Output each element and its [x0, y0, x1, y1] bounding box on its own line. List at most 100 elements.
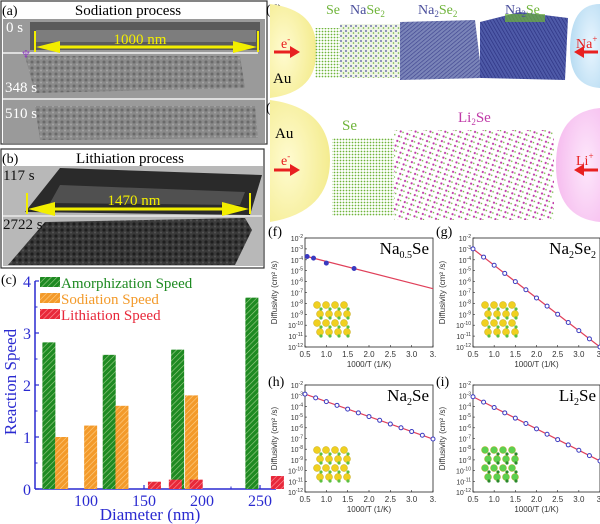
atom	[484, 328, 492, 336]
chart-title: Li2Se	[559, 386, 596, 408]
panel-label: (g)	[436, 225, 453, 240]
panel-b-label: (b)	[2, 152, 19, 167]
panel-a-label: (a)	[2, 4, 18, 19]
x-tick-label: 1.5	[510, 495, 522, 504]
atom	[316, 310, 324, 318]
atom	[484, 473, 492, 481]
x-tick-label: 100	[74, 493, 98, 510]
atom	[487, 325, 491, 329]
atom	[493, 473, 501, 481]
atom	[340, 464, 348, 472]
atom	[337, 461, 341, 465]
phase-label-se: Se	[342, 118, 357, 134]
scale-bar-1000nm: 1000 nm	[34, 31, 259, 53]
crystal-structure-inset	[313, 446, 351, 483]
x-tick-label: 3.0	[573, 350, 585, 359]
atom	[496, 470, 500, 474]
data-point	[544, 303, 550, 309]
y-tick-label: 10-2	[291, 381, 303, 390]
atom	[493, 328, 501, 336]
atom	[481, 464, 489, 472]
phase-se: Se	[526, 3, 540, 18]
au-label: Au	[275, 126, 294, 142]
data-point	[323, 260, 329, 266]
subscript: 2	[521, 9, 526, 19]
atom	[511, 310, 519, 318]
x-axis-label: Diameter (nm)	[100, 505, 201, 524]
atom	[313, 319, 321, 327]
atom	[484, 310, 492, 318]
y-tick-label: 3	[23, 326, 31, 343]
phase-label-li2se: Li2Se	[458, 110, 491, 127]
x-tick-label: 0.5	[467, 495, 479, 504]
electron: e	[281, 37, 287, 52]
panel-g-diffusivity-chart: (g) 10-12 10-11 10-10 10-9 10-810-7 10-6 10-5 10…	[436, 225, 600, 369]
phase-label-na2se: Na2Se	[505, 3, 540, 19]
y-tick-label: 10-9	[459, 456, 471, 465]
atom	[502, 310, 510, 318]
y-tick-label: 10-5	[459, 267, 471, 276]
panel-a-title: Sodiation process	[75, 3, 181, 19]
atom	[496, 316, 500, 320]
x-tick-label: 2.5	[385, 350, 397, 359]
atom	[346, 307, 350, 311]
data-point	[523, 421, 529, 427]
y-tick-label: 10-3	[291, 392, 303, 401]
x-tick-label: 3.0	[406, 350, 418, 359]
atom	[499, 446, 507, 454]
subscript: 2	[471, 117, 476, 127]
atom	[331, 446, 339, 454]
y-tick-label: 10-5	[291, 413, 303, 422]
phase-na: Na	[505, 3, 522, 18]
legend-swatch	[40, 293, 60, 303]
atom	[325, 328, 333, 336]
atom	[346, 334, 350, 338]
x-tick-label: 2.0	[531, 495, 543, 504]
atom	[508, 446, 516, 454]
panel-b-lithiation-tem: (b) Lithiation process 117 s 2722 s 1470…	[0, 148, 265, 269]
panel-e-lithiation-schematic: (e) Se Li2Se Au e- Li+	[266, 100, 600, 222]
superscript: +	[588, 151, 593, 161]
atom	[487, 307, 491, 311]
atom	[505, 316, 509, 320]
atom	[340, 319, 348, 327]
y-tick-label: 10-12	[288, 343, 303, 352]
data-point	[491, 404, 497, 410]
phase-se: Se	[439, 3, 453, 18]
fit-line	[304, 255, 434, 290]
atom	[337, 316, 341, 320]
y-tick-label: 10-9	[459, 310, 471, 319]
bar-lithiation-speed	[168, 479, 182, 489]
atom	[319, 461, 323, 465]
x-tick-label: 2.5	[552, 350, 564, 359]
atom	[487, 334, 491, 338]
atom	[313, 301, 321, 309]
atom	[316, 328, 324, 336]
atom	[493, 455, 501, 463]
atom	[325, 473, 333, 481]
atom	[322, 301, 330, 309]
y-tick-label: 10-2	[459, 381, 471, 390]
atom	[337, 452, 341, 456]
data-point	[586, 453, 592, 459]
atom	[331, 464, 339, 472]
atom	[343, 310, 351, 318]
data-point	[502, 270, 508, 276]
data-point	[302, 391, 308, 397]
y-tick-label: 10-2	[291, 234, 303, 243]
y-tick-label: 10-11	[456, 477, 471, 486]
panel-c-label: (c)	[1, 273, 17, 288]
data-point	[502, 410, 508, 416]
atom	[316, 455, 324, 463]
atom	[337, 334, 341, 338]
atom	[496, 452, 500, 456]
atom	[319, 316, 323, 320]
y-tick-label: 10-9	[291, 310, 303, 319]
atom	[499, 301, 507, 309]
panel-label: (i)	[436, 375, 450, 390]
legend-swatch	[40, 277, 60, 287]
data-point	[555, 311, 561, 317]
arrow-left-icon	[574, 164, 598, 176]
x-tick-label: 1.0	[489, 495, 501, 504]
